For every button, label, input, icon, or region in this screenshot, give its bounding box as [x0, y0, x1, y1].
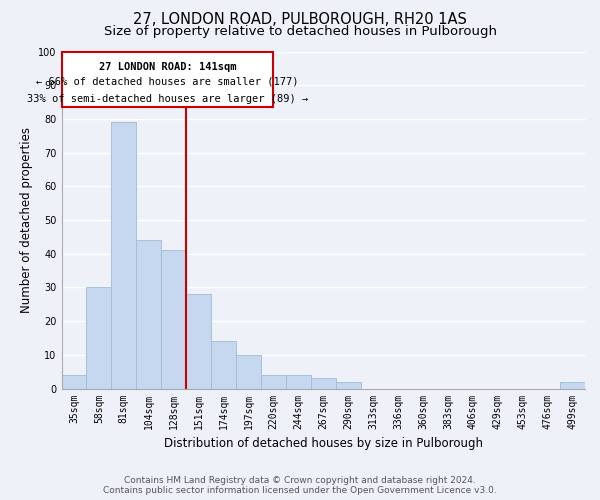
Text: 27 LONDON ROAD: 141sqm: 27 LONDON ROAD: 141sqm [99, 62, 236, 72]
Bar [286, 375, 311, 388]
Bar [211, 342, 236, 388]
Bar [560, 382, 585, 388]
Bar [336, 382, 361, 388]
Text: Contains public sector information licensed under the Open Government Licence v3: Contains public sector information licen… [103, 486, 497, 495]
Bar [86, 288, 112, 388]
Bar [311, 378, 336, 388]
Text: ← 66% of detached houses are smaller (177): ← 66% of detached houses are smaller (17… [36, 77, 299, 87]
X-axis label: Distribution of detached houses by size in Pulborough: Distribution of detached houses by size … [164, 437, 483, 450]
Bar [62, 52, 274, 107]
Bar [236, 355, 261, 388]
Bar [186, 294, 211, 388]
Y-axis label: Number of detached properties: Number of detached properties [20, 127, 33, 313]
Bar [261, 375, 286, 388]
Text: 27, LONDON ROAD, PULBOROUGH, RH20 1AS: 27, LONDON ROAD, PULBOROUGH, RH20 1AS [133, 12, 467, 28]
Bar [136, 240, 161, 388]
Text: Contains HM Land Registry data © Crown copyright and database right 2024.: Contains HM Land Registry data © Crown c… [124, 476, 476, 485]
Text: Size of property relative to detached houses in Pulborough: Size of property relative to detached ho… [104, 25, 497, 38]
Bar [62, 375, 86, 388]
Bar [112, 122, 136, 388]
Bar [161, 250, 186, 388]
Text: 33% of semi-detached houses are larger (89) →: 33% of semi-detached houses are larger (… [27, 94, 308, 104]
